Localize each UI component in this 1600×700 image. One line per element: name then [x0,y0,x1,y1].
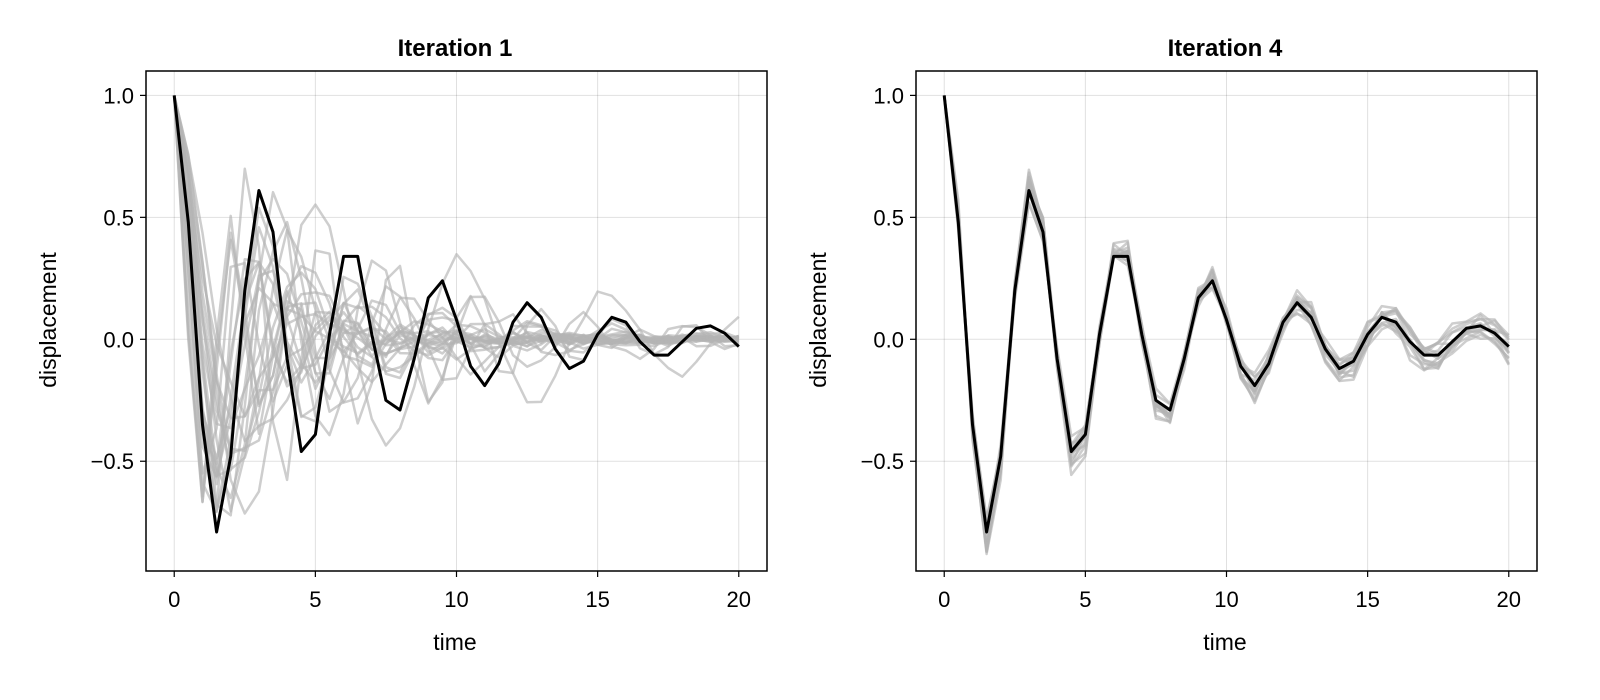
ensemble-series-line [172,95,739,418]
chart-title: Iteration 1 [398,35,513,62]
main-series-line [942,95,1510,534]
x-tick-label: 5 [1079,587,1091,612]
x-tick-label: 15 [585,587,609,612]
y-tick-label: 1.0 [873,83,904,108]
x-tick-label: 5 [309,587,321,612]
x-tick-label: 20 [1497,587,1521,612]
main-series-line [172,95,740,534]
ensemble-series-line [172,95,739,504]
chart-panel-iteration-1: Iteration 1 time displacement 0 5 10 15 20 −0… [35,35,768,655]
y-tick-label: 0.0 [873,327,904,352]
x-axis-label: time [433,629,476,655]
y-tick-label: 0.5 [873,205,904,230]
y-axis-label: displacement [35,252,61,388]
y-tick-label: −0.5 [861,449,904,474]
x-tick-label: 15 [1355,587,1379,612]
y-tick-label: 0.5 [103,205,134,230]
plot-area [942,95,1510,556]
chart-title: Iteration 4 [1168,35,1283,62]
x-tick-label: 0 [168,587,180,612]
x-tick-label: 10 [1214,587,1238,612]
x-axis-label: time [1203,629,1246,655]
x-tick-label: 20 [727,587,751,612]
x-tick-label: 0 [938,587,950,612]
y-tick-label: 1.0 [103,83,134,108]
ensemble-series-line [942,95,1510,553]
y-tick-label: 0.0 [103,327,134,352]
chart-panel-iteration-4: Iteration 4 time displacement 0 5 10 15 20 −0… [805,35,1538,655]
x-tick-label: 10 [444,587,468,612]
y-tick-label: −0.5 [91,449,134,474]
plot-area [172,95,740,534]
y-axis-label: displacement [805,252,831,388]
